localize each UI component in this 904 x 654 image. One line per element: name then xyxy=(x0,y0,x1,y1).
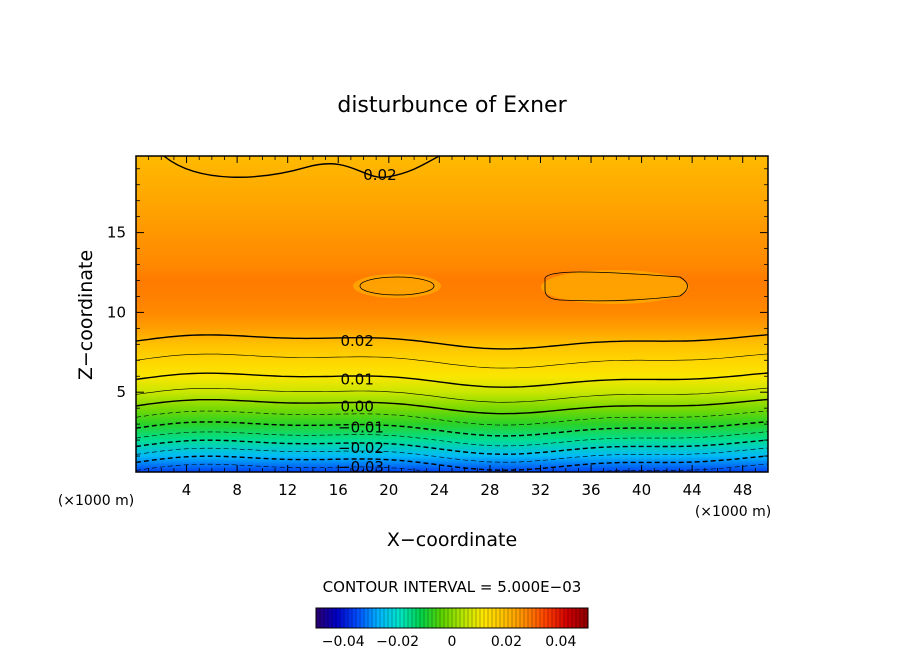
contour-line xyxy=(136,410,768,426)
contour-line xyxy=(136,439,768,455)
x-tick-label: 44 xyxy=(683,481,702,499)
contour-lines xyxy=(136,156,768,472)
x-tick-label: 8 xyxy=(232,481,242,499)
x-tick-label: 20 xyxy=(379,481,398,499)
colorbar-frame xyxy=(315,607,589,629)
contour-line xyxy=(136,398,768,415)
warm-patches xyxy=(353,270,689,304)
contour-loop xyxy=(544,271,688,302)
colorbar-tick-labels: −0.04 −0.02 0 0.02 0.04 xyxy=(322,634,577,650)
x-tick-label: 40 xyxy=(632,481,651,499)
x-tick-label: 48 xyxy=(733,481,752,499)
x-tick-label: 24 xyxy=(430,481,449,499)
contour-label: −0.02 xyxy=(338,439,384,457)
contour-label: 0.00 xyxy=(340,398,373,416)
contour-line xyxy=(163,156,440,179)
colorbar-tick-label: −0.02 xyxy=(376,634,419,650)
contour-labels: 0.02 0.02 0.01 0.00 −0.01 −0.02−0.03 xyxy=(338,166,397,476)
contour-line xyxy=(136,455,768,471)
contour-line xyxy=(136,353,768,369)
y-axis-ticks: 5 10 15 xyxy=(107,168,768,457)
contour-line xyxy=(136,387,768,403)
high-pressure-patch-left xyxy=(353,274,441,298)
contour-label: 0.02 xyxy=(363,166,396,184)
contour-line xyxy=(136,447,768,463)
x-tick-label: 16 xyxy=(329,481,348,499)
y-tick-label: 10 xyxy=(107,303,126,321)
colorbar-tick-label: 0.04 xyxy=(545,634,576,650)
x-axis-label: X−coordinate xyxy=(387,529,517,551)
contour-line xyxy=(136,463,768,472)
chart-title: disturbunce of Exner xyxy=(337,93,567,118)
x-tick-label: 4 xyxy=(182,481,192,499)
contour-line xyxy=(136,431,768,447)
x-tick-label: 36 xyxy=(581,481,600,499)
contour-label: −0.01 xyxy=(338,418,384,436)
plot-area: 0.02 0.02 0.01 0.00 −0.01 −0.02−0.03 xyxy=(135,155,769,476)
colorbar-tick-label: 0.02 xyxy=(491,634,522,650)
x-unit-left: (×1000 m) xyxy=(58,493,134,509)
contour-label: −0.03 xyxy=(338,458,384,476)
contour-line xyxy=(136,334,768,350)
colorbar-tick-label: −0.04 xyxy=(322,634,365,650)
x-tick-label: 28 xyxy=(480,481,499,499)
y-tick-label: 15 xyxy=(107,224,126,242)
contour-line xyxy=(136,372,768,388)
contour-label: 0.01 xyxy=(340,370,373,388)
contour-interval-text: CONTOUR INTERVAL = 5.000E−03 xyxy=(323,578,582,596)
colorbar-stripes xyxy=(315,608,589,628)
colorbar: −0.04 −0.02 0 0.02 0.04 xyxy=(315,607,589,650)
x-tick-label: 12 xyxy=(278,481,297,499)
y-tick-label: 5 xyxy=(116,383,126,401)
high-pressure-patch-right xyxy=(541,270,689,304)
colorbar-tick-label: 0 xyxy=(448,634,457,650)
x-unit-right: (×1000 m) xyxy=(695,504,771,520)
contour-line xyxy=(136,421,768,437)
field-fill xyxy=(136,156,768,472)
x-axis-ticks: 4 8 12 16 20 24 28 32 36 40 44 48 xyxy=(148,156,756,499)
contour-loop xyxy=(359,276,435,296)
x-tick-label: 32 xyxy=(531,481,550,499)
contour-label: 0.02 xyxy=(340,332,373,350)
y-axis-label: Z−coordinate xyxy=(75,250,97,380)
